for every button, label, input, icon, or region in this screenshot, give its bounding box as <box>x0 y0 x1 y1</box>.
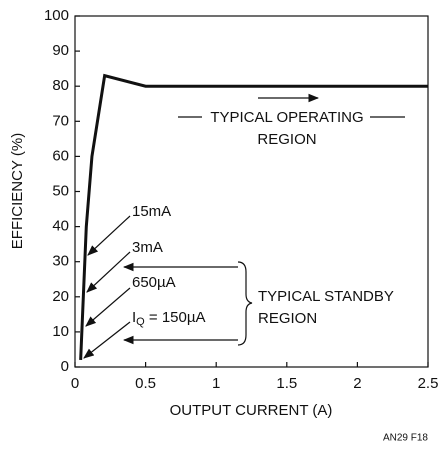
y-tick-label: 90 <box>52 42 69 59</box>
leader <box>83 321 131 359</box>
figure-id: AN29 F18 <box>383 433 428 444</box>
y-tick-label: 70 <box>52 112 69 129</box>
plot-frame <box>74 15 429 368</box>
annotation-sub: Q <box>136 316 145 328</box>
annotation: REGION <box>257 131 316 148</box>
x-tick-label: 1 <box>212 375 220 392</box>
leader <box>85 287 131 327</box>
y-tick-label: 30 <box>52 253 69 270</box>
leader <box>87 215 131 256</box>
y-tick-label: 40 <box>52 218 69 235</box>
annotation: IQ = 150µA <box>132 309 206 328</box>
x-axis-title: OUTPUT CURRENT (A) <box>170 402 333 419</box>
efficiency-line <box>79 73 428 361</box>
brace <box>237 261 253 346</box>
annotation-part: = 150µA <box>145 309 206 326</box>
annotation: TYPICAL STANDBY <box>258 288 394 305</box>
annotation: TYPICAL OPERATING <box>210 109 363 126</box>
y-tick-label: 10 <box>52 323 69 340</box>
annotation-part: I <box>132 309 136 326</box>
x-tick-label: 0.5 <box>135 375 156 392</box>
x-tick-label: 0 <box>71 375 79 392</box>
y-tick-label: 60 <box>52 147 69 164</box>
y-tick-label: 50 <box>52 182 69 199</box>
annotation: 3mA <box>132 239 163 256</box>
y-tick-label: 100 <box>44 7 69 24</box>
annotation: REGION <box>258 310 317 327</box>
x-tick-label: 2.5 <box>418 375 438 392</box>
y-tick-label: 80 <box>52 77 69 94</box>
x-tick-label: 2 <box>353 375 361 392</box>
x-tick-label: 1.5 <box>276 375 297 392</box>
leader <box>86 251 131 293</box>
y-axis-title: EFFICIENCY (%) <box>9 133 26 249</box>
y-tick-label: 20 <box>52 288 69 305</box>
y-tick-label: 0 <box>61 358 69 375</box>
annotation: 15mA <box>132 203 171 220</box>
annotation: 650µA <box>132 274 176 291</box>
